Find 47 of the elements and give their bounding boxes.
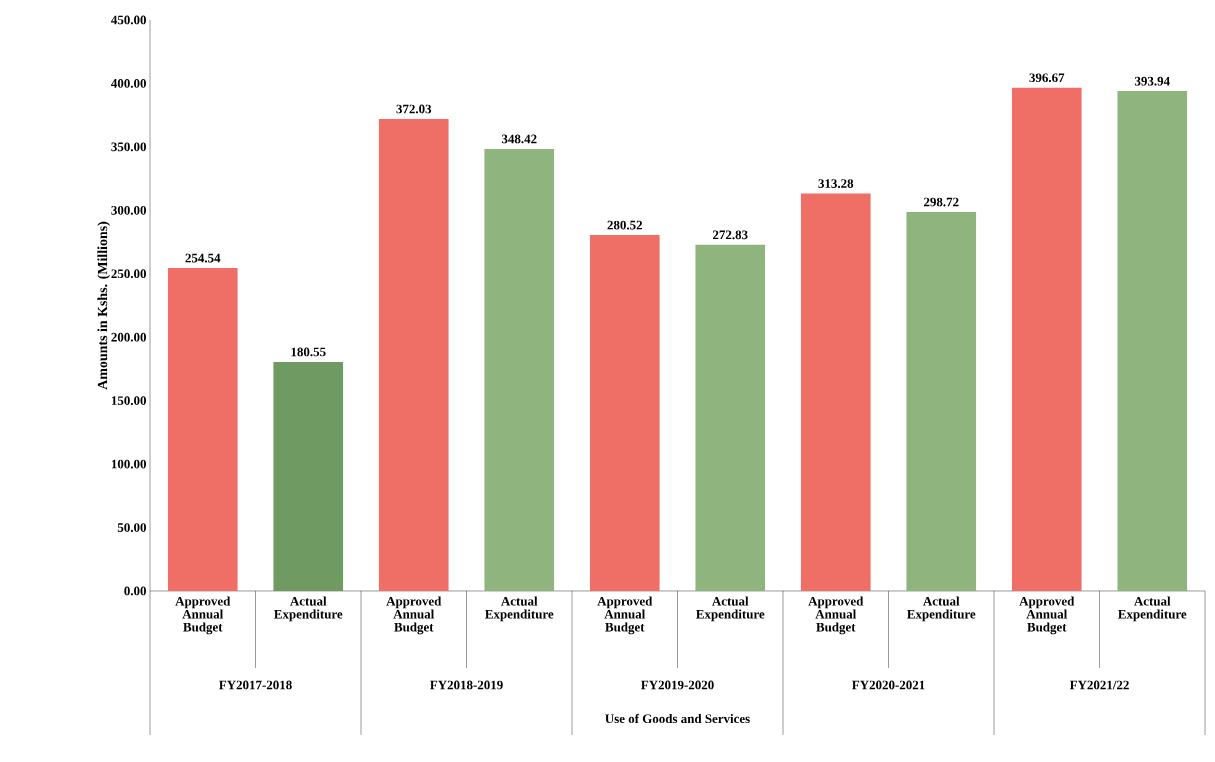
text: FY2020-2021 [852, 680, 925, 690]
bar [484, 148, 555, 591]
bar [695, 244, 766, 591]
text: FY2018-2019 [430, 680, 503, 690]
x-tick-label: Approved Annual Budget [808, 596, 864, 635]
data-label: 393.94 [1134, 76, 1170, 86]
x-tick-label: Actual Expenditure [485, 596, 554, 622]
y-tick-label: 0.00 [124, 586, 146, 596]
y-tick-label: 350.00 [111, 142, 146, 152]
bar [589, 235, 660, 591]
bar [167, 268, 238, 591]
x-tick-label: Actual Expenditure [274, 596, 343, 622]
data-label: 348.42 [501, 134, 537, 144]
y-tick-label: 300.00 [111, 205, 146, 215]
bar [1011, 87, 1082, 591]
y-tick-label: 400.00 [111, 79, 146, 88]
text: Use of Goods and Services [605, 713, 750, 724]
y-tick-label: 50.00 [117, 523, 146, 532]
data-label: 372.03 [396, 104, 432, 114]
bar [800, 193, 871, 591]
text: FY2019-2020 [641, 680, 714, 690]
y-tick-label: 200.00 [111, 332, 146, 342]
y-axis-title: Amounts in Kshs. (Millions) [97, 221, 111, 390]
bar [1117, 91, 1188, 591]
y-tick-label: 250.00 [111, 269, 146, 279]
data-label: 396.67 [1029, 73, 1065, 83]
data-label: 298.72 [924, 197, 959, 207]
x-tick-label: Actual Expenditure [1118, 596, 1187, 622]
data-label: 254.54 [185, 253, 221, 263]
x-tick-label: Approved Annual Budget [1019, 596, 1075, 635]
data-label: 180.55 [291, 347, 326, 357]
y-tick-label: 150.00 [111, 396, 146, 406]
x-tick-label: Approved Annual Budget [597, 596, 653, 635]
text: FY2021/22 [1069, 680, 1129, 690]
text: FY2017-2018 [219, 680, 292, 690]
bar [273, 361, 344, 591]
x-tick-label: Approved Annual Budget [386, 596, 442, 635]
y-tick-label: 450.00 [111, 15, 146, 25]
x-tick-label: Actual Expenditure [907, 596, 976, 622]
y-tick-label: 100.00 [111, 459, 146, 469]
x-tick-label: Actual Expenditure [696, 596, 765, 622]
data-label: 280.52 [607, 220, 643, 230]
bar [378, 118, 449, 591]
data-label: 313.28 [818, 179, 854, 188]
x-tick-label: Approved Annual Budget [175, 596, 231, 635]
data-label: 272.83 [713, 230, 748, 240]
bar [906, 211, 977, 591]
